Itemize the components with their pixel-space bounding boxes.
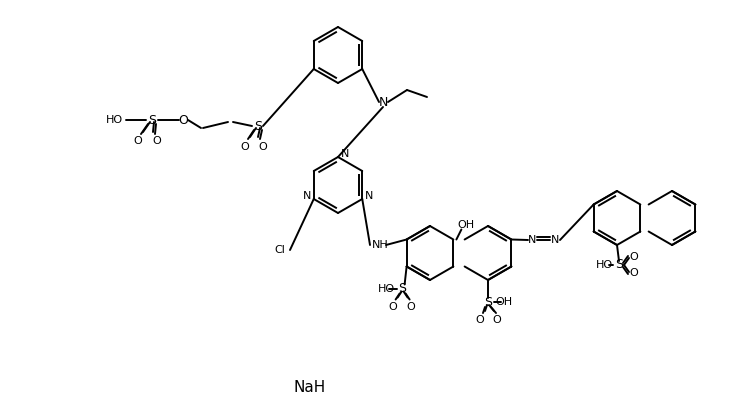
- Text: OH: OH: [495, 297, 512, 307]
- Text: S: S: [484, 295, 492, 309]
- Text: O: O: [178, 114, 188, 127]
- Text: N: N: [365, 191, 374, 201]
- Text: Cl: Cl: [275, 245, 285, 255]
- Text: O: O: [133, 136, 142, 146]
- Text: O: O: [258, 142, 267, 152]
- Text: O: O: [388, 301, 397, 312]
- Text: NaH: NaH: [294, 380, 326, 395]
- Text: HO: HO: [378, 283, 395, 293]
- Text: O: O: [406, 301, 415, 312]
- Text: O: O: [630, 268, 638, 278]
- Text: N: N: [303, 191, 311, 201]
- Text: N: N: [341, 149, 349, 159]
- Text: S: S: [398, 282, 407, 295]
- Text: N: N: [378, 96, 388, 108]
- Text: HO: HO: [106, 115, 123, 125]
- Text: N: N: [528, 235, 536, 245]
- Text: O: O: [476, 315, 485, 325]
- Text: S: S: [615, 258, 623, 272]
- Text: S: S: [254, 120, 262, 133]
- Text: NH: NH: [372, 240, 389, 250]
- Text: OH: OH: [458, 220, 475, 231]
- Text: O: O: [493, 315, 501, 325]
- Text: O: O: [153, 136, 161, 146]
- Text: O: O: [630, 252, 638, 262]
- Text: HO: HO: [595, 260, 613, 270]
- Text: O: O: [240, 142, 249, 152]
- Text: S: S: [148, 114, 156, 127]
- Text: N: N: [551, 235, 560, 245]
